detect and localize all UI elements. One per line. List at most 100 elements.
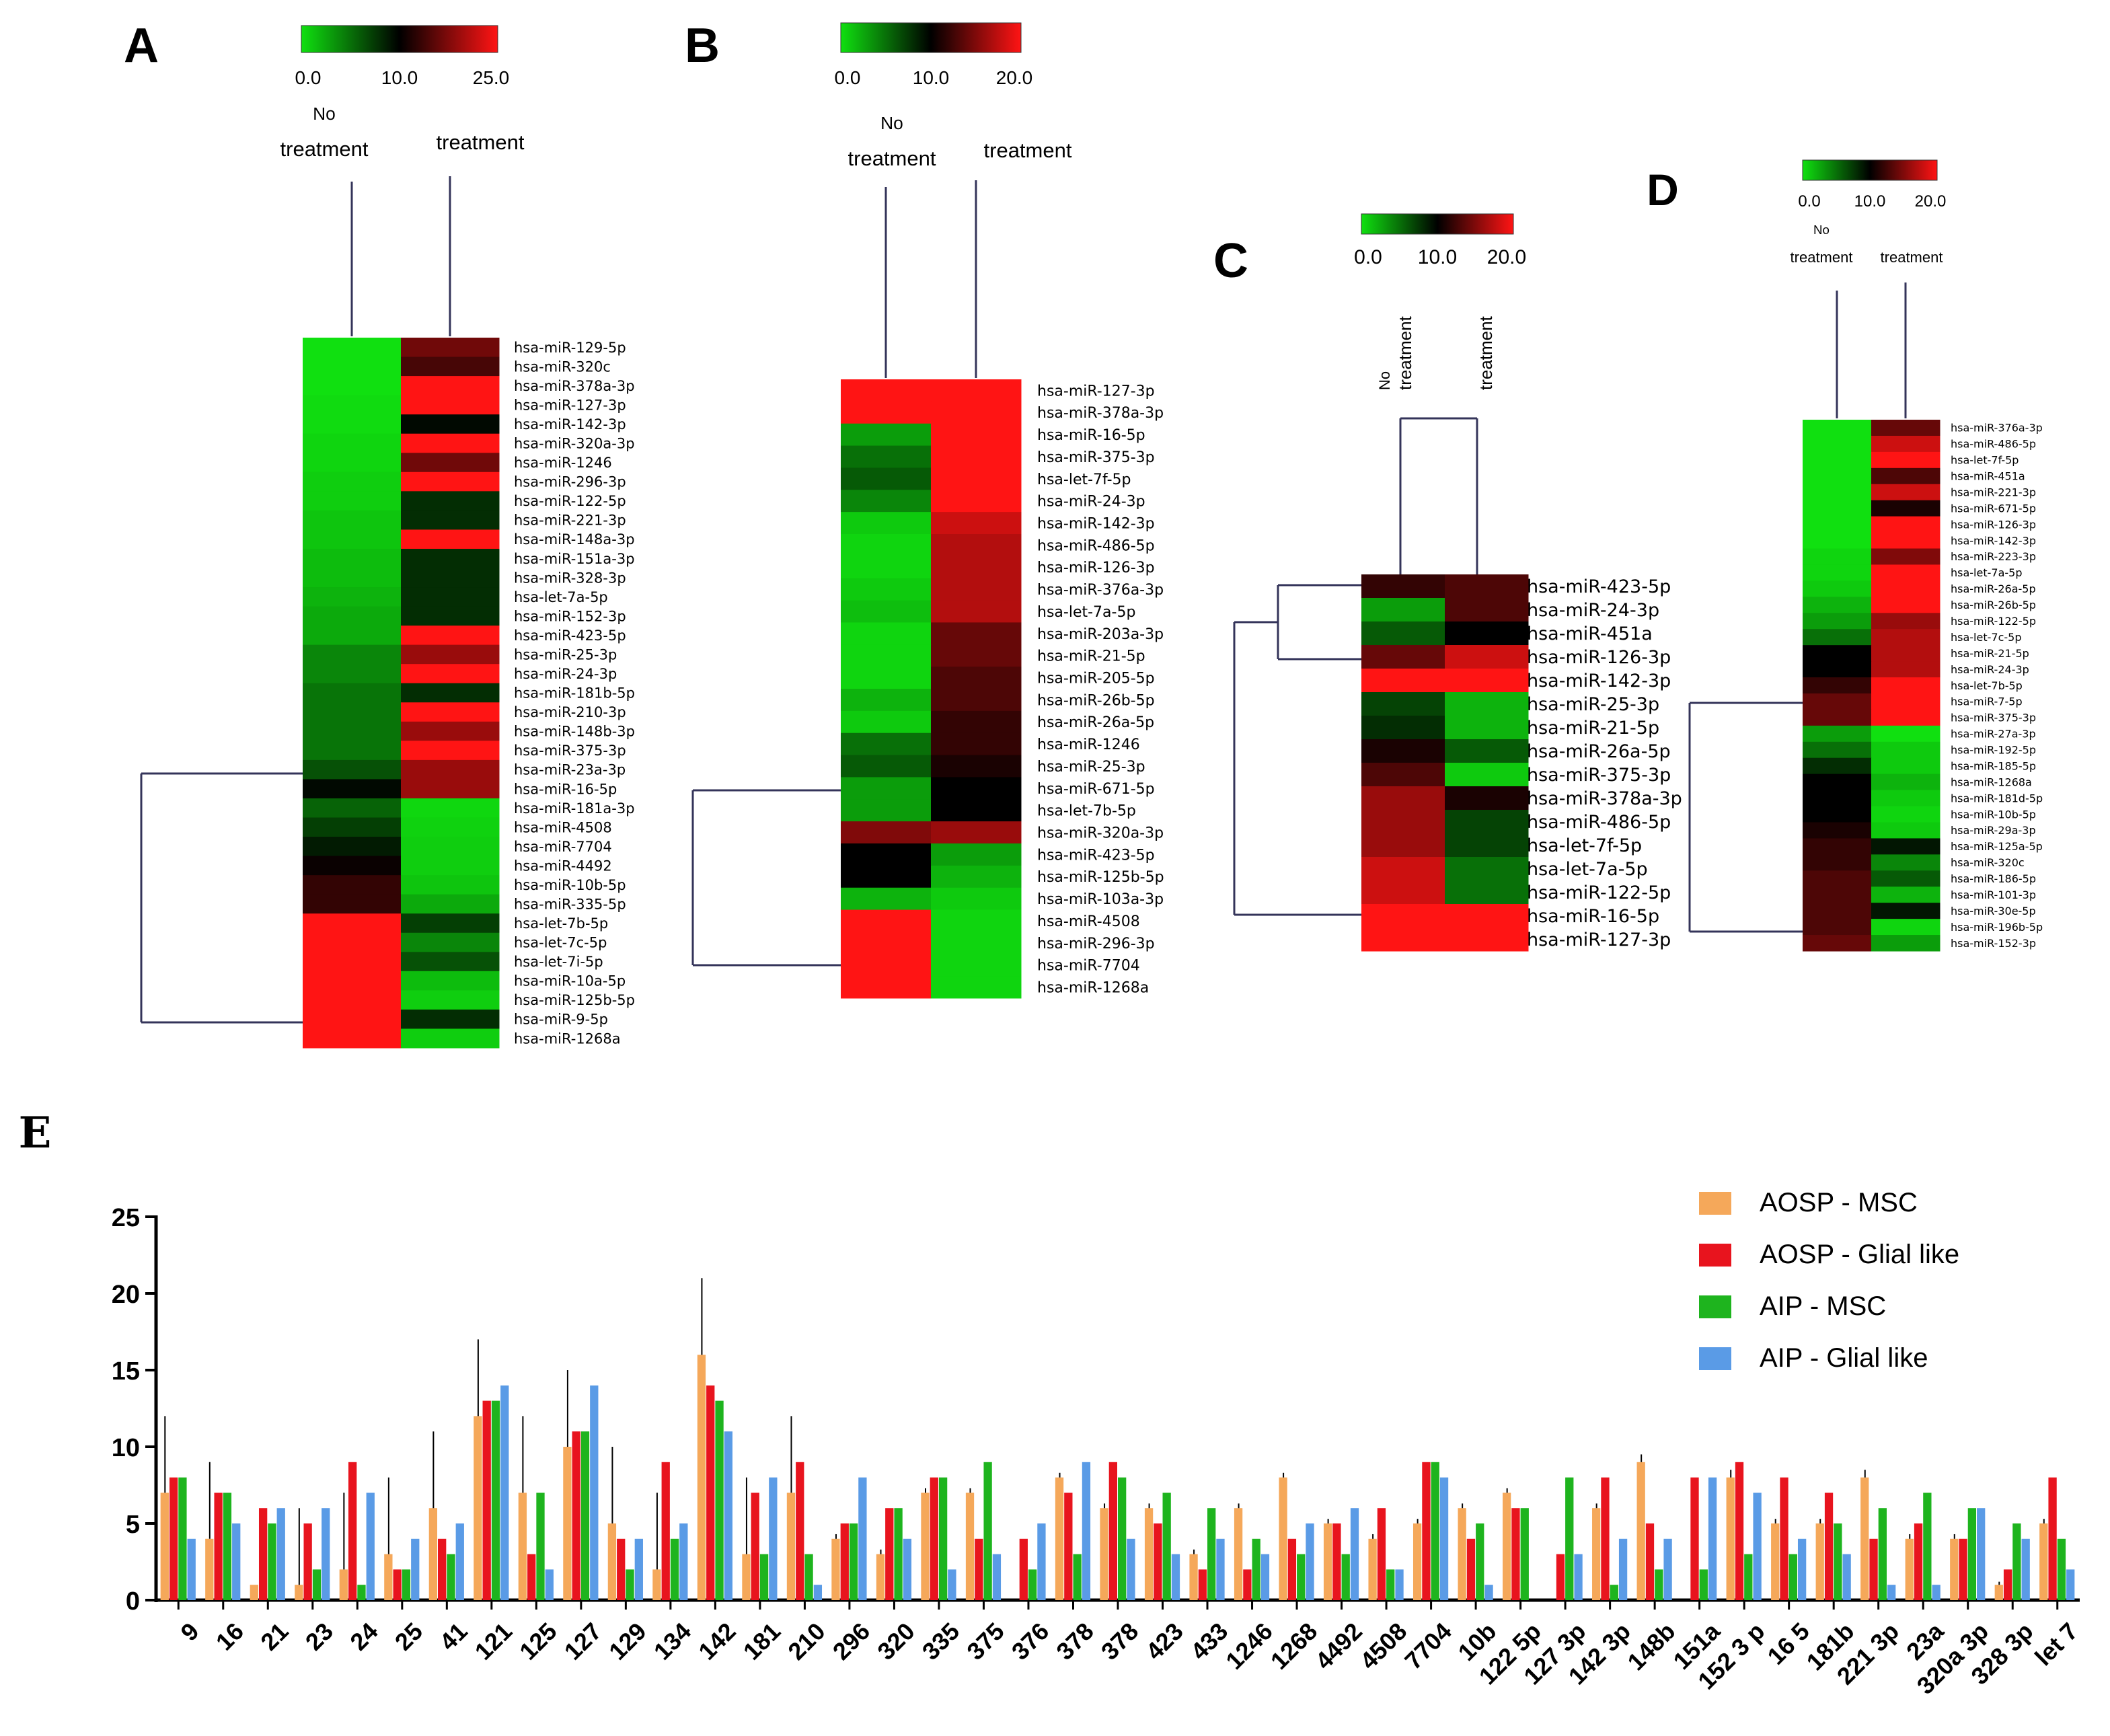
bar-aip-glial-like [634, 1538, 643, 1600]
heatmap-cell [1803, 854, 1872, 871]
bar-aosp-glial-like [1064, 1493, 1073, 1600]
bar-aip-msc [1207, 1508, 1216, 1600]
x-tick-label: 378 [1096, 1617, 1143, 1665]
x-tick-label: 375 [961, 1617, 1009, 1665]
heatmap-cell [1445, 645, 1529, 669]
row-label: hsa-miR-29a-3p [1951, 824, 2036, 837]
bar-aip-glial-like [858, 1477, 867, 1600]
row-label: hsa-miR-21-5p [1037, 648, 1145, 665]
bar-aosp-msc [518, 1493, 527, 1600]
row-label: hsa-miR-486-5p [1037, 537, 1155, 554]
x-tick-label-group: 7704 [1399, 1617, 1457, 1675]
bar-aosp-msc [921, 1493, 930, 1600]
heatmap-cell [401, 798, 500, 819]
bar-aosp-glial-like [1690, 1477, 1699, 1600]
bar-aosp-glial-like [303, 1523, 312, 1600]
panel-letter: C [1213, 234, 1248, 288]
heatmap-cell [931, 799, 1022, 822]
bar-aip-glial-like [1618, 1538, 1628, 1600]
heatmap-cell [1445, 928, 1529, 952]
heatmap-cell [931, 865, 1022, 889]
heatmap-cell [1803, 757, 1872, 775]
bar-aosp-glial-like [214, 1493, 223, 1600]
x-tick-label-group: 125 [514, 1617, 562, 1665]
bar-aosp-msc [1592, 1508, 1601, 1600]
heatmap-cell [841, 534, 932, 557]
row-label: hsa-miR-375-3p [1527, 765, 1671, 786]
bar-aip-glial-like [1753, 1493, 1762, 1600]
heatmap-cell [931, 401, 1022, 424]
row-label: hsa-let-7c-5p [514, 935, 607, 951]
column-label-treatment-1: treatment [848, 147, 936, 170]
x-tick-label: 7704 [1399, 1617, 1457, 1675]
bar-aip-msc [715, 1400, 724, 1600]
bar-aosp-msc [339, 1569, 348, 1600]
bar-aip-glial-like [1306, 1523, 1314, 1600]
bar-aosp-msc [965, 1493, 975, 1600]
bar-aip-msc [536, 1493, 545, 1600]
row-label: hsa-miR-24-3p [1037, 494, 1145, 511]
heatmap-cell [401, 471, 500, 492]
heatmap-cell [1361, 880, 1445, 905]
row-label: hsa-let-7f-5p [1951, 454, 2019, 467]
heatmap-cell [303, 433, 402, 453]
heatmap-cell [1445, 904, 1529, 928]
heatmap-cell [401, 338, 500, 358]
x-tick-label: 16 [211, 1617, 249, 1655]
heatmap-cell [841, 777, 932, 800]
row-label: hsa-miR-25-3p [1527, 694, 1659, 715]
heatmap-cell [841, 644, 932, 667]
heatmap-cell [303, 606, 402, 626]
bar-aosp-msc [1771, 1523, 1780, 1600]
heatmap-cell [1871, 451, 1941, 469]
color-scale-tick: 10.0 [1418, 246, 1457, 268]
bar-aip-msc [1565, 1477, 1574, 1600]
bar-aip-glial-like [1260, 1554, 1270, 1600]
row-label: hsa-miR-203a-3p [1037, 626, 1164, 643]
bar-aip-msc [1655, 1569, 1663, 1600]
heatmap-cell [1803, 806, 1872, 823]
heatmap-cell [303, 626, 402, 646]
bar-aosp-msc [607, 1523, 617, 1600]
row-label: hsa-miR-26b-5p [1037, 692, 1155, 709]
row-label: hsa-let-7a-5p [1037, 604, 1135, 621]
bar-aosp-glial-like [617, 1538, 626, 1600]
row-label: hsa-miR-122-5p [1527, 882, 1671, 903]
x-tick-label: let 7 [2029, 1617, 2083, 1671]
bar-aosp-glial-like [1556, 1554, 1565, 1600]
row-label: hsa-miR-4508 [1037, 913, 1140, 930]
bar-aosp-glial-like [1959, 1538, 1967, 1600]
row-label: hsa-miR-142-3p [1037, 515, 1155, 532]
bar-aosp-glial-like [840, 1523, 849, 1600]
x-tick-label: 1268 [1265, 1617, 1323, 1675]
bar-aip-msc [2057, 1538, 2066, 1600]
row-label: hsa-miR-101-3p [1951, 889, 2036, 901]
row-label: hsa-miR-126-3p [1951, 518, 2036, 531]
heatmap-cell [931, 534, 1022, 557]
bar-aosp-glial-like [2003, 1569, 2012, 1600]
heatmap-cell [1803, 597, 1872, 613]
row-label: hsa-miR-125a-5p [1951, 840, 2043, 853]
row-label: hsa-let-7f-5p [1527, 835, 1642, 856]
row-label: hsa-miR-148a-3p [514, 531, 635, 548]
row-label: hsa-miR-25-3p [1037, 759, 1145, 776]
row-label: hsa-miR-127-3p [1037, 383, 1155, 400]
row-label: hsa-miR-151a-3p [514, 551, 635, 567]
bar-aosp-msc [1412, 1523, 1422, 1600]
heatmap-cell [401, 356, 500, 377]
chart-legend: AOSP - MSC AOSP - Glial like AIP - MSC AIP … [1699, 1188, 1959, 1373]
bar-aip-msc [804, 1554, 813, 1600]
heatmap-cell [1871, 613, 1941, 630]
row-label: hsa-miR-26b-5p [1951, 599, 2036, 611]
row-label: hsa-let-7b-5p [1037, 803, 1136, 820]
bar-aip-glial-like [1663, 1538, 1672, 1600]
row-label: hsa-let-7i-5p [514, 954, 603, 970]
heatmap-cell [841, 887, 932, 911]
bar-aosp-msc [1323, 1523, 1332, 1600]
bar-aosp-msc [1815, 1523, 1824, 1600]
heatmap-cell [1361, 716, 1445, 740]
heatmap-cell [1871, 580, 1941, 597]
heatmap-cell [841, 490, 932, 513]
bar-aosp-glial-like [572, 1431, 580, 1600]
